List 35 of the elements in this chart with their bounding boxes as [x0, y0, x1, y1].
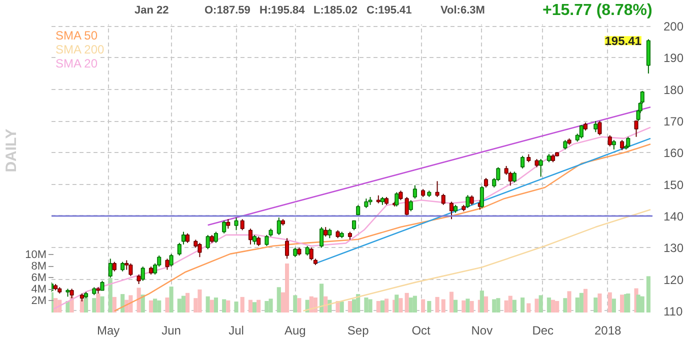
y-tick-label: 170 [664, 114, 684, 129]
x-tick-label: Sep [347, 324, 370, 338]
x-tick-label: Dec [532, 324, 554, 338]
x-tick-label: May [97, 324, 120, 338]
y-tick-label: 140 [664, 209, 684, 224]
text: O:187.59 [204, 4, 250, 16]
y-tick-label: 150 [664, 178, 684, 192]
text: SMA 200 [56, 42, 105, 56]
y-tick-label: 110 [664, 304, 683, 318]
text: +15.77 (8.78%) [542, 2, 652, 19]
y2-tick-label: 8M [31, 260, 46, 272]
x-tick-label: Jul [228, 324, 244, 338]
text: Vol:6.3M [440, 4, 485, 16]
y-tick-label: 130 [664, 241, 684, 256]
text: Jan 22 [134, 4, 169, 16]
text: SMA 20 [56, 56, 98, 70]
text: SMA 50 [56, 28, 98, 42]
y-tick-label: 120 [664, 272, 684, 287]
annotation: 195.41 [604, 34, 642, 48]
x-tick-label: Nov [471, 324, 493, 338]
x-tick-label: Jun [162, 324, 181, 338]
y2-tick-label: 2M [31, 294, 46, 307]
text: C:195.41 [366, 4, 412, 16]
x-tick-label: Aug [284, 324, 306, 338]
x-tick-label: 2018 [594, 324, 622, 338]
y2-tick-label: 6M [31, 272, 46, 284]
x-tick-label: Oct [412, 324, 432, 338]
y-tick-label: 160 [664, 146, 684, 160]
y-tick-label: 180 [664, 82, 684, 97]
y-tick-label: 200 [664, 20, 684, 34]
y-tick-label: 190 [664, 51, 684, 66]
text: L:185.02 [314, 4, 358, 16]
text: H:195.84 [260, 4, 306, 16]
y2-tick-label: 10M [25, 248, 47, 261]
y2-tick-label: 4M [31, 283, 46, 296]
